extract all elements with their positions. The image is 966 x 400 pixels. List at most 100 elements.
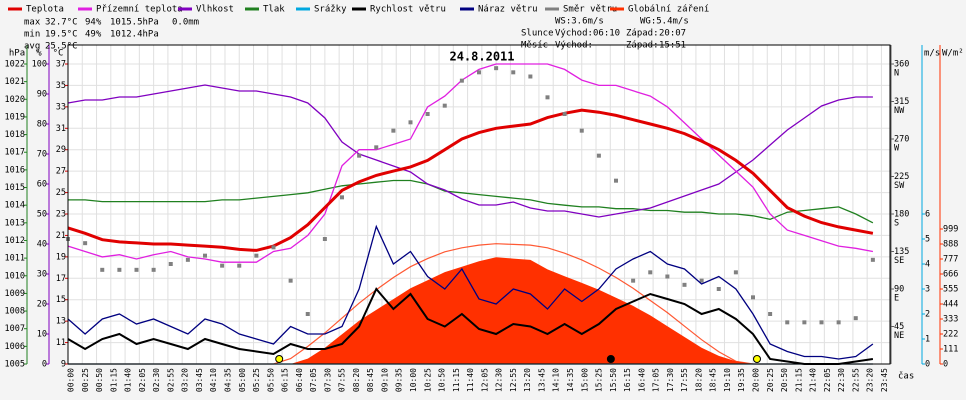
x-tick-label: 09:35 — [395, 368, 404, 392]
y-tick-label: 1008 — [5, 307, 25, 317]
direction-point — [425, 112, 430, 116]
axis-unit: % — [36, 49, 42, 59]
y-tick-label: 555 — [943, 285, 958, 295]
y-tick-label: 0 — [943, 360, 948, 370]
y-tick-label: 666 — [943, 270, 958, 280]
y-tick-label: 2 — [925, 310, 930, 320]
y-tick-label: 1019 — [5, 112, 25, 122]
x-tick-label: 20:50 — [780, 368, 789, 392]
x-tick-label: 17:30 — [666, 368, 675, 392]
x-tick-label: 01:15 — [109, 368, 118, 392]
x-tick-label: 11:15 — [452, 368, 461, 392]
sun-set-label: Západ: — [626, 29, 659, 39]
legend-label: Rychlost větru — [370, 5, 446, 15]
x-tick-label: 17:55 — [680, 368, 689, 392]
x-tick-label: 23:20 — [866, 368, 875, 392]
direction-point — [819, 320, 824, 325]
x-tick-label: 07:55 — [338, 368, 347, 392]
y-tick-label: 444 — [943, 300, 958, 310]
x-tick-label: 02:05 — [138, 368, 147, 392]
direction-point — [254, 253, 259, 258]
y-tick-label: 225 — [894, 172, 909, 182]
y-tick-label: 1021 — [5, 77, 25, 87]
y-tick-label: 37 — [56, 60, 66, 70]
direction-point — [768, 312, 773, 316]
x-tick-label: 05:00 — [238, 368, 247, 392]
astro-marker — [752, 355, 761, 363]
y-tick-label: 31 — [56, 124, 66, 134]
direction-point — [134, 267, 139, 272]
stats-value: 0.0mm — [172, 18, 199, 28]
x-tick-label: 02:55 — [166, 368, 175, 392]
x-tick-label: 00:00 — [67, 368, 76, 392]
x-tick-label: 12:30 — [495, 368, 504, 392]
x-tick-label: 01:40 — [124, 368, 133, 392]
radiation-area — [68, 257, 873, 364]
stats-value: 32.7°C — [45, 18, 78, 28]
y-tick-label: 1010 — [5, 271, 25, 281]
x-tick-label: 15:00 — [580, 368, 589, 392]
y-tick-label: 1015 — [5, 183, 25, 193]
legend-label: Srážky — [314, 5, 347, 15]
x-tick-label: 02:30 — [152, 368, 161, 392]
y-tick-label: 40 — [37, 240, 47, 250]
x-tick-label: 05:25 — [252, 368, 261, 392]
y-tick-label: 1020 — [5, 95, 25, 105]
x-tick-label: 08:45 — [366, 368, 375, 392]
direction-point — [733, 270, 738, 275]
stats-label: max — [24, 18, 41, 28]
x-tick-label: 10:50 — [438, 368, 447, 392]
direction-point — [699, 278, 704, 283]
direction-point — [751, 295, 755, 300]
y-tick-label: 19 — [56, 252, 66, 262]
series-line — [68, 179, 874, 224]
axis-unit: °C — [53, 49, 64, 59]
sun-set: 20:07 — [659, 29, 686, 39]
x-tick-label: 21:15 — [794, 368, 803, 392]
direction-point — [511, 70, 516, 75]
x-tick-label: 18:45 — [709, 368, 718, 392]
y-tick-label: 50 — [37, 210, 47, 220]
y-tick-label: 333 — [943, 315, 958, 325]
y-tick-label: 70 — [37, 150, 47, 160]
legend-label: Globální záření — [628, 5, 709, 15]
y-tick-sublabel: E — [894, 294, 899, 304]
y-tick-sublabel: SW — [894, 181, 905, 191]
x-tick-label: 07:05 — [309, 368, 318, 392]
direction-point — [340, 195, 344, 200]
series-line — [67, 84, 873, 218]
y-tick-label: 0 — [42, 360, 47, 370]
sun-rise-label: Východ: — [555, 29, 593, 39]
sun-label: Slunce — [521, 29, 554, 39]
direction-point — [802, 320, 807, 325]
legend-label: Přízemní teplota — [96, 5, 183, 15]
x-tick-label: 15:25 — [595, 368, 604, 392]
direction-point — [614, 178, 618, 183]
direction-point — [545, 95, 550, 100]
x-tick-label: 23:45 — [880, 368, 889, 392]
y-tick-label: 360 — [894, 60, 909, 70]
axis-unit: W/m² — [942, 49, 964, 59]
y-tick-label: 1 — [925, 335, 930, 345]
x-tick-label: 22:05 — [823, 368, 832, 392]
y-tick-label: 1013 — [5, 218, 25, 228]
stats-value: 1015.5hPa — [110, 18, 159, 28]
y-tick-label: 1012 — [5, 236, 25, 246]
y-tick-label: 29 — [56, 145, 66, 155]
direction-point — [579, 128, 584, 133]
stats-value: 49% — [85, 30, 102, 40]
y-tick-label: 90 — [894, 285, 904, 295]
y-tick-label: 1017 — [5, 148, 25, 158]
series-line — [67, 224, 874, 360]
direction-point — [288, 278, 293, 283]
direction-point — [562, 112, 567, 116]
y-tick-label: 1014 — [5, 201, 25, 211]
direction-point — [305, 312, 310, 316]
y-tick-label: 100 — [32, 60, 47, 70]
sun-rise: 06:10 — [593, 29, 620, 39]
y-tick-label: 4 — [925, 260, 930, 270]
x-tick-label: 08:20 — [352, 368, 361, 392]
direction-point — [494, 66, 499, 71]
direction-point — [785, 320, 790, 325]
y-tick-label: 6 — [925, 210, 930, 220]
